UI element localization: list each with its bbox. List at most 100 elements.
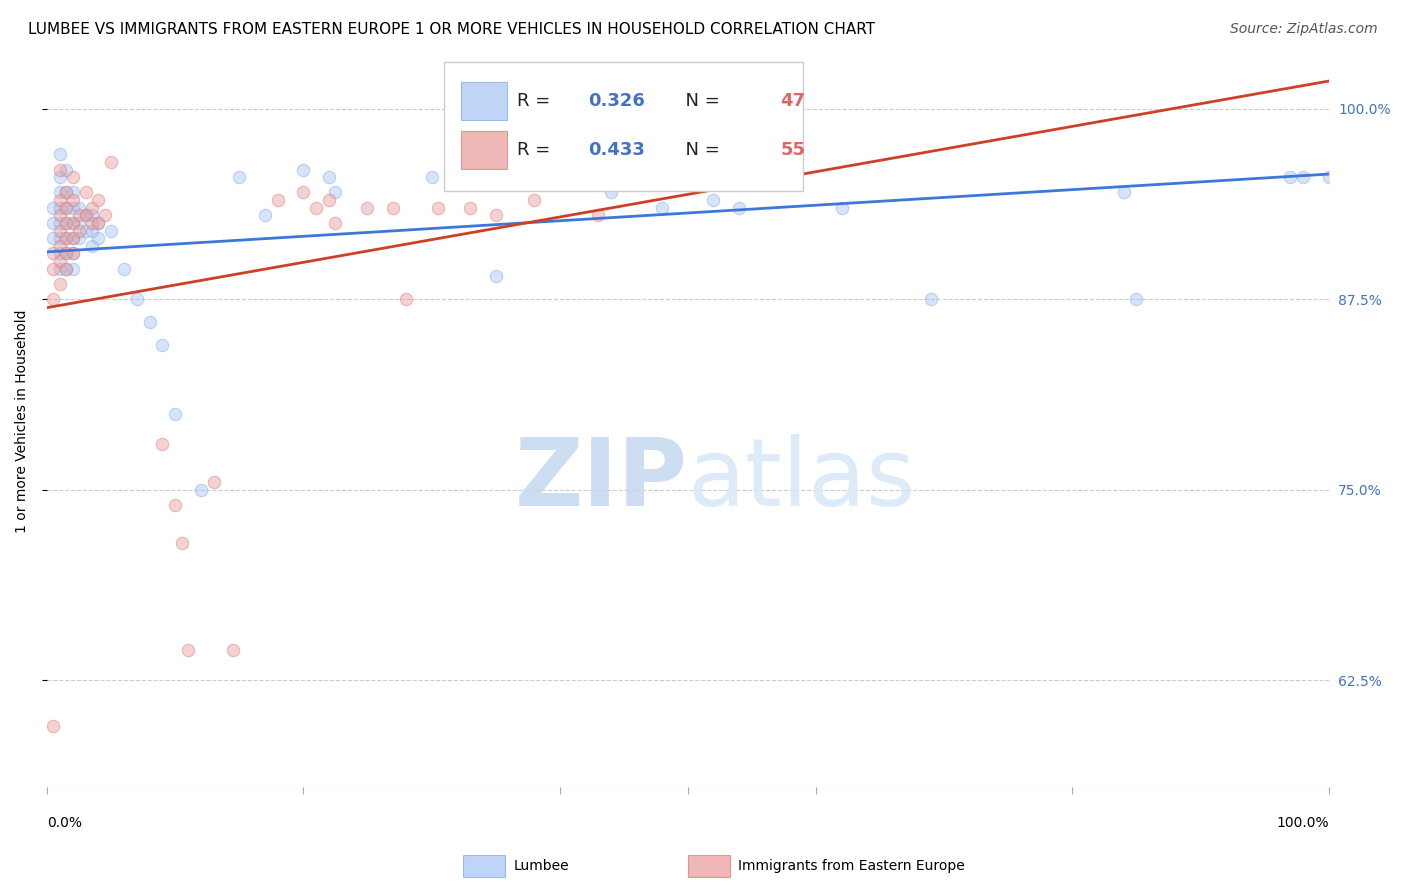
Point <box>62 231 84 245</box>
Point <box>49 201 72 215</box>
Point <box>62 261 84 276</box>
Point <box>600 186 623 200</box>
Point <box>1292 170 1315 185</box>
Point <box>49 147 72 161</box>
Point <box>523 193 546 207</box>
Text: Source: ZipAtlas.com: Source: ZipAtlas.com <box>1230 22 1378 37</box>
Point <box>484 269 506 284</box>
Point <box>920 292 942 306</box>
Point <box>138 315 160 329</box>
Point <box>42 246 65 260</box>
Point <box>112 261 135 276</box>
Point <box>586 170 609 185</box>
Point <box>49 254 72 268</box>
Point <box>62 186 84 200</box>
Point <box>55 162 77 177</box>
Point <box>125 292 148 306</box>
Point <box>67 231 90 245</box>
Point <box>42 201 65 215</box>
Point <box>49 170 72 185</box>
Point <box>87 231 110 245</box>
Point <box>55 246 77 260</box>
Point <box>49 239 72 253</box>
Text: 100.0%: 100.0% <box>1277 816 1329 830</box>
Text: 0.433: 0.433 <box>588 141 645 160</box>
Point <box>292 186 315 200</box>
Point <box>426 201 449 215</box>
Point <box>382 201 405 215</box>
Point <box>49 193 72 207</box>
Text: Immigrants from Eastern Europe: Immigrants from Eastern Europe <box>738 859 965 873</box>
Text: 0.326: 0.326 <box>588 92 645 111</box>
Point <box>395 292 418 306</box>
Text: 55: 55 <box>780 141 806 160</box>
Text: N =: N = <box>673 92 725 111</box>
Point <box>1279 170 1302 185</box>
Text: LUMBEE VS IMMIGRANTS FROM EASTERN EUROPE 1 OR MORE VEHICLES IN HOUSEHOLD CORRELA: LUMBEE VS IMMIGRANTS FROM EASTERN EUROPE… <box>28 22 876 37</box>
Point <box>42 216 65 230</box>
Point <box>420 170 443 185</box>
Point <box>62 216 84 230</box>
Point <box>292 162 315 177</box>
Point <box>55 186 77 200</box>
Point <box>80 216 103 230</box>
Point <box>67 223 90 237</box>
Point <box>305 201 328 215</box>
Text: R =: R = <box>517 92 557 111</box>
Point <box>831 201 853 215</box>
Point <box>67 201 90 215</box>
Point <box>202 475 225 490</box>
Y-axis label: 1 or more Vehicles in Household: 1 or more Vehicles in Household <box>15 310 30 533</box>
Point <box>49 162 72 177</box>
Point <box>267 193 290 207</box>
Text: atlas: atlas <box>688 434 917 525</box>
Point <box>49 216 72 230</box>
Point <box>1112 186 1135 200</box>
Text: 47: 47 <box>780 92 806 111</box>
Point <box>55 186 77 200</box>
Point <box>1125 292 1147 306</box>
Point <box>165 407 187 421</box>
FancyBboxPatch shape <box>444 62 803 191</box>
Point <box>458 201 481 215</box>
Point <box>586 208 609 222</box>
Point <box>356 201 378 215</box>
Point <box>42 719 65 733</box>
Text: R =: R = <box>517 141 557 160</box>
Point <box>49 277 72 291</box>
Point <box>55 216 77 230</box>
Point <box>165 498 187 512</box>
Point <box>523 162 546 177</box>
Point <box>702 193 724 207</box>
Point <box>80 208 103 222</box>
Point <box>100 154 122 169</box>
Point <box>62 216 84 230</box>
Point <box>318 170 340 185</box>
Point <box>318 193 340 207</box>
Point <box>75 223 97 237</box>
Point <box>62 193 84 207</box>
Point <box>49 246 72 260</box>
Point <box>49 208 72 222</box>
Point <box>75 186 97 200</box>
Point <box>80 201 103 215</box>
Point <box>62 201 84 215</box>
Point <box>152 437 174 451</box>
Point <box>49 223 72 237</box>
Point <box>75 208 97 222</box>
FancyBboxPatch shape <box>461 131 508 169</box>
Point <box>1317 170 1340 185</box>
Point <box>49 261 72 276</box>
Point <box>87 216 110 230</box>
Point <box>651 201 673 215</box>
Point <box>62 231 84 245</box>
Point <box>55 231 77 245</box>
Text: Lumbee: Lumbee <box>513 859 569 873</box>
Point <box>42 261 65 276</box>
Point <box>55 201 77 215</box>
FancyBboxPatch shape <box>461 82 508 120</box>
Text: ZIP: ZIP <box>515 434 688 525</box>
Point <box>228 170 250 185</box>
Point <box>253 208 276 222</box>
Point <box>325 216 347 230</box>
